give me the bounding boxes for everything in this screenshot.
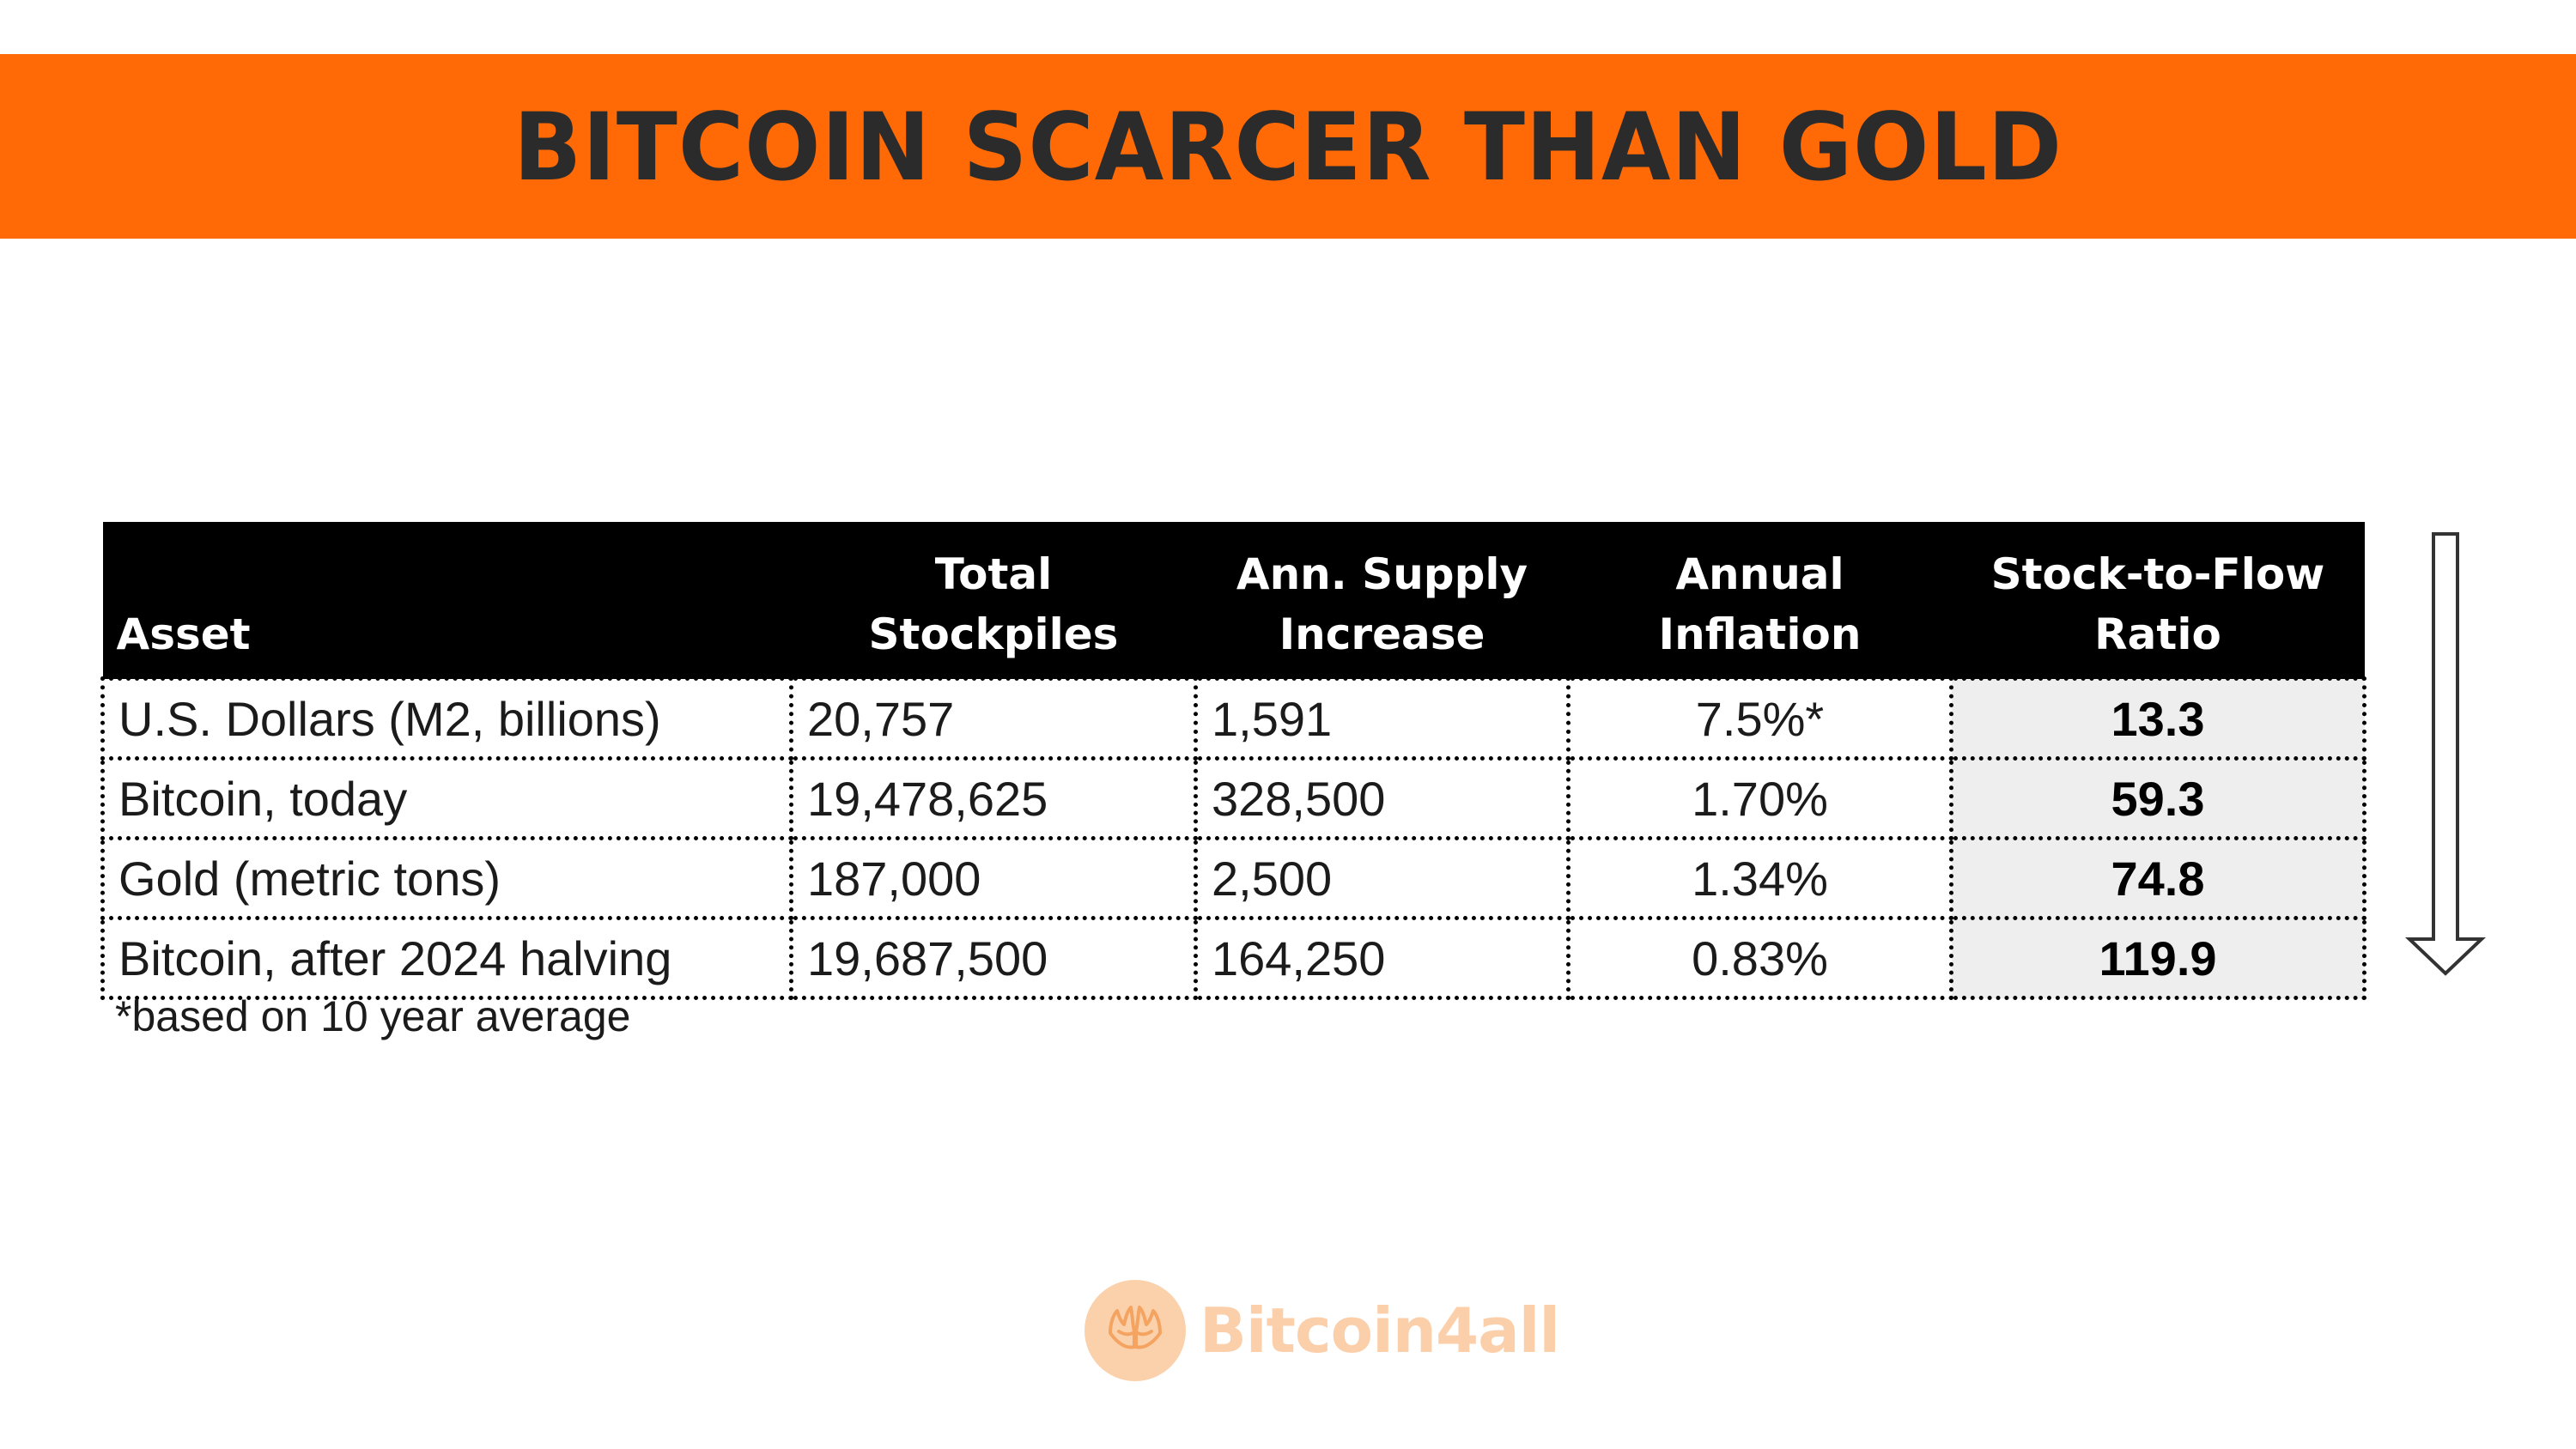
table-header-row: Asset Total Stockpiles Ann. Supply Incre…	[102, 522, 2365, 679]
header-asset: Asset	[102, 522, 792, 679]
cell-supply-increase: 1,591	[1194, 676, 1571, 761]
stock-to-flow-table: Asset Total Stockpiles Ann. Supply Incre…	[100, 522, 2366, 1000]
cell-stockpiles: 187,000	[789, 836, 1198, 920]
cell-inflation: 0.83%	[1566, 916, 1953, 1000]
cell-inflation: 1.70%	[1566, 756, 1953, 840]
cell-inflation: 1.34%	[1566, 836, 1953, 920]
table-row: Bitcoin, after 2024 halving 19,687,500 1…	[100, 916, 2366, 1000]
cell-asset: Gold (metric tons)	[100, 836, 793, 920]
table-row: Bitcoin, today 19,478,625 328,500 1.70% …	[100, 756, 2366, 840]
cell-supply-increase: 164,250	[1194, 916, 1571, 1000]
header-asset-label: Asset	[116, 609, 251, 659]
arrow-down-icon	[2405, 532, 2486, 976]
header-supply-increase: Ann. Supply Increase	[1195, 522, 1569, 679]
header-line: Increase	[1279, 609, 1485, 659]
header-line: Annual	[1675, 549, 1844, 599]
header-line: Ann. Supply	[1236, 549, 1528, 599]
header-line: Stockpiles	[868, 609, 1119, 659]
header-annual-inflation: Annual Inflation	[1568, 522, 1952, 679]
hands-icon	[1084, 1280, 1186, 1381]
brand-name: Bitcoin4all	[1200, 1294, 1560, 1367]
cell-supply-increase: 2,500	[1194, 836, 1571, 920]
cell-ratio: 119.9	[1949, 916, 2366, 1000]
brand-logo: Bitcoin4all	[1084, 1279, 1560, 1382]
cell-ratio: 13.3	[1949, 676, 2366, 761]
header-line: Total	[934, 549, 1053, 599]
cell-inflation: 7.5%*	[1566, 676, 1953, 761]
header-line: Stock-to-Flow	[1990, 549, 2325, 599]
cell-ratio: 59.3	[1949, 756, 2366, 840]
cell-ratio: 74.8	[1949, 836, 2366, 920]
cell-asset: Bitcoin, after 2024 halving	[100, 916, 793, 1000]
header-total-stockpiles: Total Stockpiles	[791, 522, 1196, 679]
cell-asset: Bitcoin, today	[100, 756, 793, 840]
cell-supply-increase: 328,500	[1194, 756, 1571, 840]
footnote: *based on 10 year average	[115, 992, 631, 1040]
header-line: Inflation	[1658, 609, 1862, 659]
cell-stockpiles: 19,478,625	[789, 756, 1198, 840]
cell-stockpiles: 20,757	[789, 676, 1198, 761]
page-title: BITCOIN SCARCER THAN GOLD	[513, 91, 2063, 202]
table-row: U.S. Dollars (M2, billions) 20,757 1,591…	[100, 676, 2366, 761]
cell-stockpiles: 19,687,500	[789, 916, 1198, 1000]
table-row: Gold (metric tons) 187,000 2,500 1.34% 7…	[100, 836, 2366, 920]
header-stock-to-flow: Stock-to-Flow Ratio	[1951, 522, 2365, 679]
title-banner: BITCOIN SCARCER THAN GOLD	[0, 54, 2576, 239]
header-line: Ratio	[2094, 609, 2221, 659]
cell-asset: U.S. Dollars (M2, billions)	[100, 676, 793, 761]
